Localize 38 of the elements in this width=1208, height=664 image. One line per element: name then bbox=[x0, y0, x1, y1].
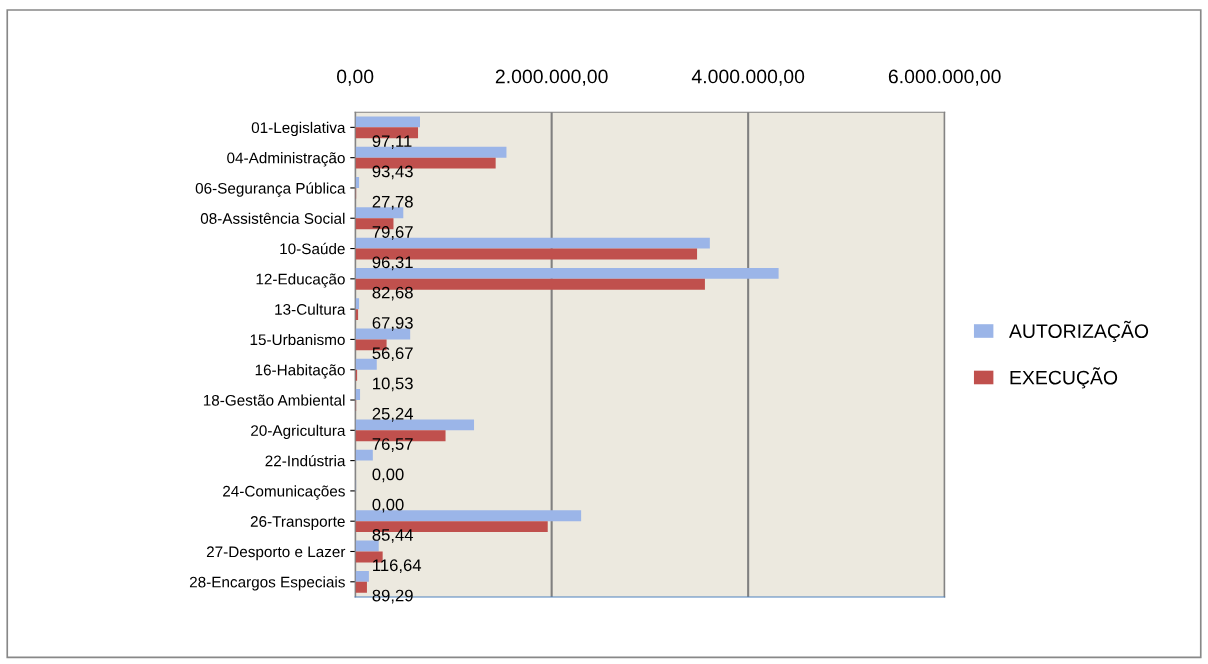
x-tick-label: 4.000.000,00 bbox=[691, 69, 805, 86]
y-tick-label: 15-Urbanismo bbox=[250, 333, 345, 346]
annotation: 10,53 bbox=[373, 377, 413, 392]
y-tick-label: 20-Agricultura bbox=[251, 424, 346, 440]
y-tick-label: 01-Legislativa bbox=[251, 121, 346, 137]
y-tick-label: 06-Segurança Pública bbox=[195, 182, 346, 197]
annotation: 116,64 bbox=[373, 559, 422, 574]
y-tick-label: 26-Transporte bbox=[250, 516, 345, 530]
x-tick-label: 0,00 bbox=[336, 69, 374, 86]
y-tick-label: 04-Administração bbox=[227, 152, 345, 167]
annotation: 82,68 bbox=[372, 286, 413, 301]
annotation: 25,24 bbox=[372, 407, 414, 422]
annotation: 89,29 bbox=[372, 589, 413, 604]
legend-label: AUTORIZAÇÃO bbox=[1008, 320, 1149, 342]
annotation: 85,44 bbox=[372, 529, 414, 543]
y-tick-label: 13-Cultura bbox=[275, 303, 346, 315]
annotation: 79,67 bbox=[372, 226, 413, 240]
annotation: 96,31 bbox=[372, 256, 413, 271]
y-tick-label: 28-Encargos Especiais bbox=[189, 576, 345, 591]
y-tick-label: 10-Saúde bbox=[280, 242, 345, 255]
annotation: 0,00 bbox=[372, 498, 404, 513]
y-tick-label: 08-Assistência Social bbox=[200, 212, 345, 224]
annotation: 97,11 bbox=[372, 135, 412, 149]
legend-label: EXECUÇÃO bbox=[1010, 367, 1118, 389]
annotation: 67,93 bbox=[372, 316, 413, 331]
y-tick-label: 12-Educação bbox=[256, 273, 345, 288]
y-tick-label: 16-Habitação bbox=[255, 364, 345, 379]
x-tick-label: 2.000.000,00 bbox=[495, 69, 608, 86]
annotation: 56,67 bbox=[372, 347, 413, 362]
x-tick-label: 6.000.000,00 bbox=[888, 69, 1001, 86]
y-tick-label: 24-Comunicações bbox=[223, 485, 345, 500]
annotation: 27,78 bbox=[372, 195, 413, 210]
y-tick-label: 22-Indústria bbox=[265, 454, 346, 467]
annotation: 93,43 bbox=[372, 165, 413, 180]
y-tick-label: 27-Desporto e Lazer bbox=[206, 546, 346, 561]
y-tick-label: 18-Gestão Ambiental bbox=[203, 394, 345, 406]
annotation: 76,57 bbox=[372, 438, 413, 452]
annotation: 0,00 bbox=[372, 468, 404, 483]
